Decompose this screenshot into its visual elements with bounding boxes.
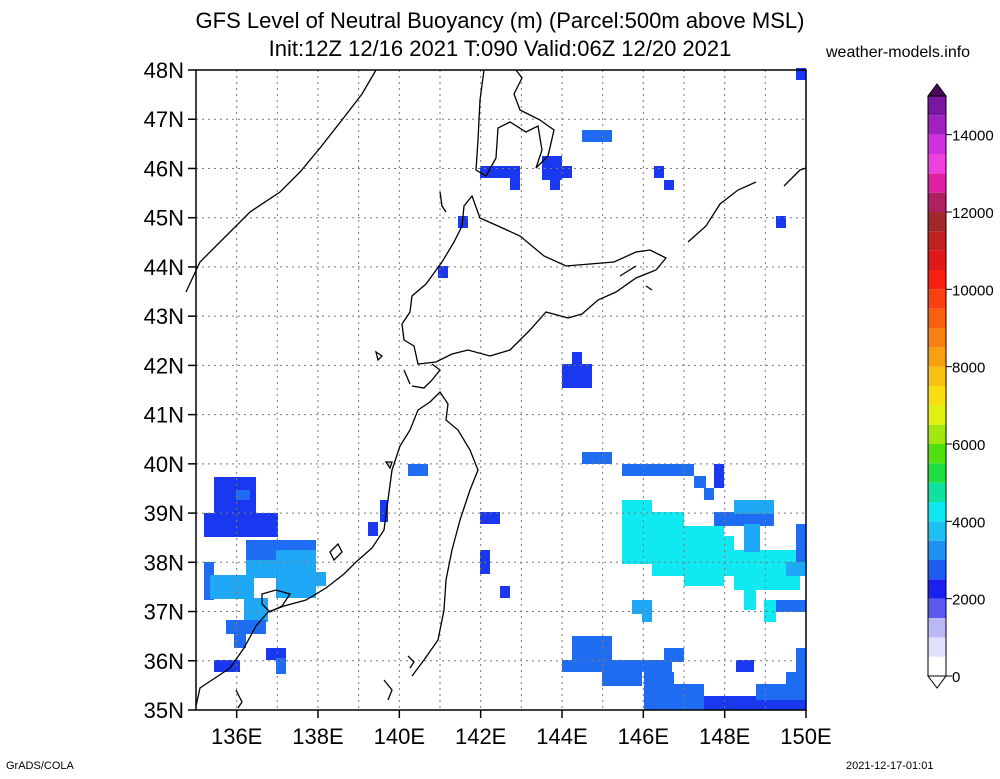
colorbar-step (928, 463, 946, 483)
colorbar-step (928, 328, 946, 348)
coastlines (185, 69, 807, 709)
colorbar-step (928, 521, 946, 541)
colorbar-step (928, 579, 946, 599)
colorbar-step (928, 424, 946, 444)
colorbar-label: 12000 (952, 205, 994, 222)
lat-label: 37N (144, 600, 184, 625)
colorbar-label: 2000 (952, 592, 985, 609)
lat-label: 47N (144, 107, 184, 132)
colorbar-step (928, 347, 946, 367)
lon-label: 138E (292, 724, 343, 749)
lat-label: 39N (144, 501, 184, 526)
colorbar-label: 14000 (952, 128, 994, 145)
lat-label: 41N (144, 403, 184, 428)
lat-label: 38N (144, 550, 184, 575)
colorbar-step (928, 366, 946, 386)
colorbar-label: 8000 (952, 360, 985, 377)
lat-label: 35N (144, 698, 184, 723)
colorbar: 0 2000 4000 6000 8000 10000 12000 14000 (927, 83, 994, 689)
colorbar-label: 6000 (952, 437, 985, 454)
site-label: weather-models.info (826, 44, 971, 61)
lat-label: 40N (144, 452, 184, 477)
colorbar-step (928, 444, 946, 464)
colorbar-label: 10000 (952, 282, 994, 299)
colorbar-step (928, 540, 946, 560)
credit-label: GrADS/COLA (6, 760, 74, 772)
colorbar-step (928, 96, 946, 116)
lat-label: 46N (144, 156, 184, 181)
colorbar-step (928, 250, 946, 270)
longitude-labels: 136E 138E 140E 142E 144E 146E 148E 150E (211, 710, 832, 749)
colorbar-step (928, 154, 946, 174)
colorbar-step (928, 482, 946, 502)
lat-label: 45N (144, 206, 184, 231)
colorbar-label: 0 (952, 669, 960, 686)
colorbar-step (928, 386, 946, 406)
lat-label: 44N (144, 255, 184, 280)
lon-label: 142E (455, 724, 506, 749)
colorbar-step (928, 212, 946, 232)
lon-label: 140E (374, 724, 425, 749)
map-grid (196, 70, 806, 710)
colorbar-step (928, 231, 946, 251)
map-frame (195, 69, 807, 711)
colorbar-step (928, 115, 946, 135)
map-subtitle: Init:12Z 12/16 2021 T:090 Valid:06Z 12/2… (268, 36, 732, 61)
lat-label: 43N (144, 304, 184, 329)
colorbar-step (928, 308, 946, 328)
colorbar-label: 4000 (952, 514, 985, 531)
lon-label: 144E (536, 724, 587, 749)
colorbar-step (928, 192, 946, 212)
colorbar-step (928, 598, 946, 618)
lat-label: 36N (144, 649, 184, 674)
colorbar-step (928, 289, 946, 309)
map-title: GFS Level of Neutral Buoyancy (m) (Parce… (195, 8, 805, 33)
colorbar-step (928, 405, 946, 425)
lat-label: 42N (144, 353, 184, 378)
colorbar-step (928, 637, 946, 657)
lon-label: 148E (699, 724, 750, 749)
lon-label: 150E (780, 724, 831, 749)
colorbar-step (928, 173, 946, 193)
colorbar-step (928, 134, 946, 154)
colorbar-step (928, 502, 946, 522)
latitude-labels: 35N 36N 37N 38N 39N 40N 41N 42N 43N 44N 45N 46N 47N 4… (144, 58, 196, 723)
colorbar-step (928, 656, 946, 676)
lon-label: 146E (618, 724, 669, 749)
colorbar-step (928, 560, 946, 580)
lon-label: 136E (211, 724, 262, 749)
lat-label: 48N (144, 58, 184, 83)
colorbar-step (928, 618, 946, 638)
buoyancy-field (204, 68, 806, 710)
colorbar-step (928, 270, 946, 290)
timestamp-label: 2021-12-17-01:01 (846, 760, 934, 772)
